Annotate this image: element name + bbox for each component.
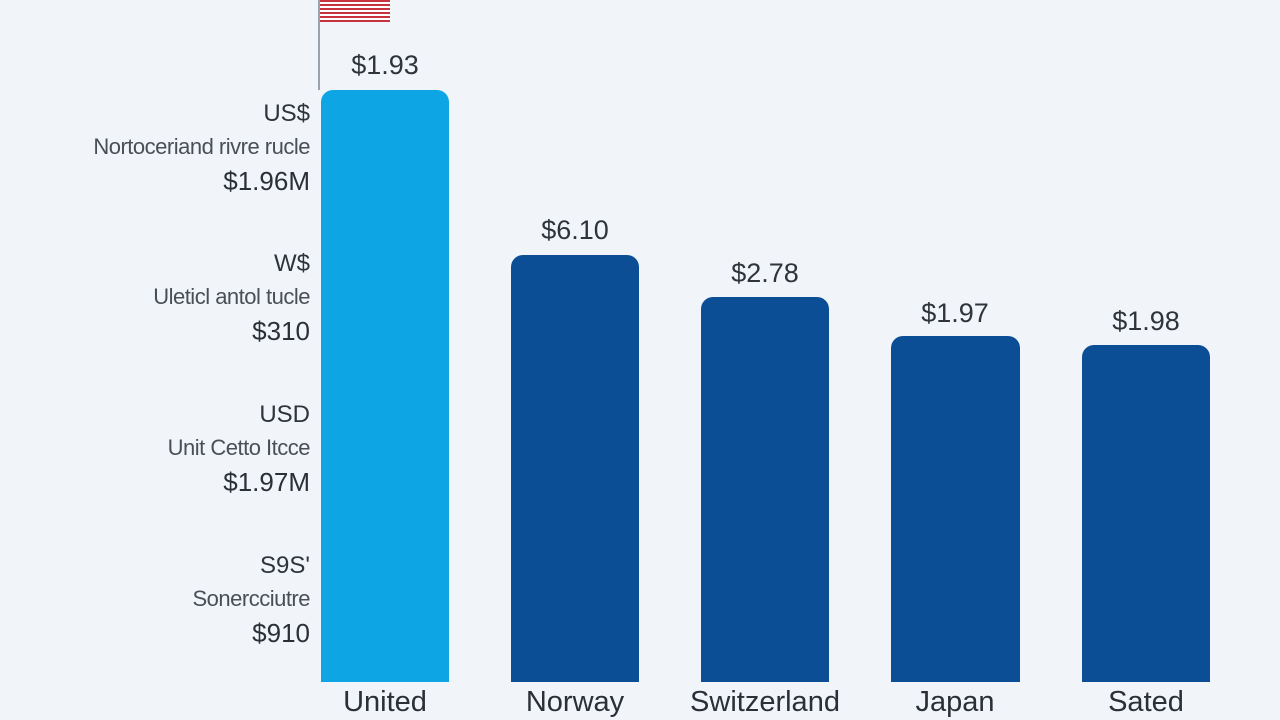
y-axis-labels: US$ Nortoceriand rivre rucle $1.96M W$ U… bbox=[0, 0, 310, 700]
y-label-code: W$ bbox=[274, 250, 310, 277]
bar-value-label: $6.10 bbox=[541, 215, 609, 245]
bar-united bbox=[321, 90, 449, 682]
us-flag-icon bbox=[319, 0, 390, 22]
x-axis-label: United bbox=[343, 686, 427, 718]
bar-value-label: $1.93 bbox=[351, 50, 419, 80]
bar-value-label: $1.98 bbox=[1112, 306, 1180, 336]
y-label-code: S9S' bbox=[260, 552, 310, 579]
x-axis-label: Japan bbox=[915, 686, 995, 718]
y-label-amount: $910 bbox=[252, 618, 310, 648]
bar-sated bbox=[1082, 345, 1210, 682]
bar-switzerland bbox=[701, 297, 829, 682]
y-label-desc: Nortoceriand rivre rucle bbox=[93, 134, 310, 159]
y-label-code: US$ bbox=[263, 100, 310, 127]
y-label-code: USD bbox=[259, 401, 310, 428]
bar-value-label: $1.97 bbox=[921, 298, 989, 328]
bar-norway bbox=[511, 255, 639, 682]
bar-japan bbox=[891, 336, 1020, 682]
x-axis-label: Switzerland bbox=[690, 686, 840, 718]
y-axis-line bbox=[318, 0, 320, 90]
x-axis-label: Norway bbox=[525, 686, 625, 718]
y-label-amount: $310 bbox=[252, 316, 310, 346]
y-label-group: US$ Nortoceriand rivre rucle $1.96M bbox=[0, 98, 310, 198]
y-label-group: USD Unit Cetto Itcce $1.97M bbox=[0, 399, 311, 499]
y-label-desc: Unit Cetto Itcce bbox=[167, 435, 311, 460]
y-label-desc: Uleticl antol tucle bbox=[153, 284, 310, 309]
y-label-amount: $1.96M bbox=[223, 166, 310, 196]
y-label-group: S9S' Sonercciutre $910 bbox=[0, 550, 310, 650]
y-label-group: W$ Uleticl antol tucle $310 bbox=[0, 248, 310, 348]
y-label-amount: $1.97M bbox=[223, 467, 310, 497]
bar-value-label: $2.78 bbox=[731, 258, 799, 288]
y-label-desc: Sonercciutre bbox=[192, 586, 310, 611]
x-axis-label: Sated bbox=[1108, 686, 1184, 718]
